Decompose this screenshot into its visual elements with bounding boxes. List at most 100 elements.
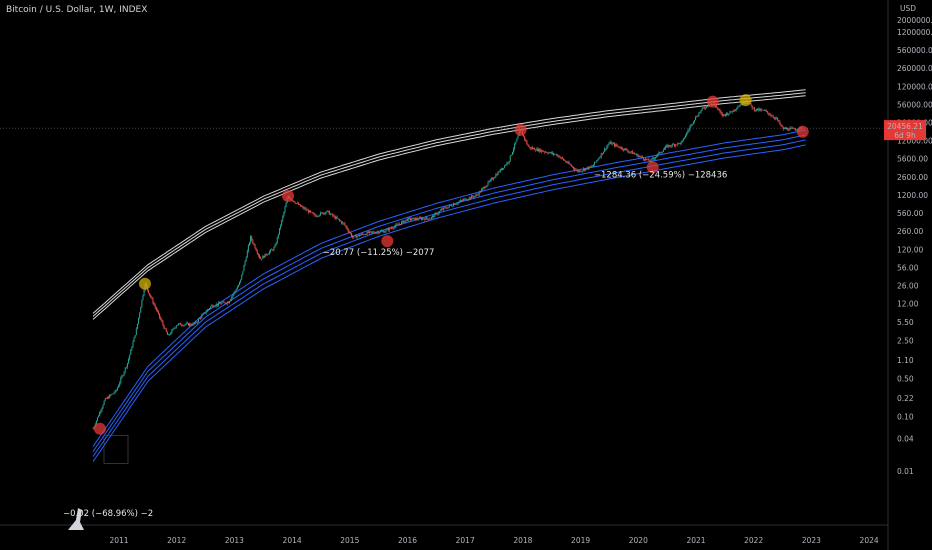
candle-body <box>317 215 319 217</box>
candle-body <box>663 148 665 150</box>
candle-body <box>548 152 550 154</box>
candle-body <box>656 155 658 157</box>
candle-body <box>301 206 303 207</box>
candle-body <box>490 178 492 180</box>
candle-body <box>475 194 477 196</box>
candle-body <box>454 204 456 205</box>
candle-body <box>171 330 173 334</box>
candle-body <box>284 207 286 213</box>
candle-body <box>101 407 103 411</box>
candle-body <box>430 217 432 219</box>
candle-body <box>673 144 675 146</box>
candle-body <box>173 328 175 329</box>
candle-body <box>278 228 280 235</box>
candle-body <box>282 215 284 221</box>
candle-body <box>737 107 739 109</box>
candle-body <box>462 200 464 201</box>
candle-body <box>304 208 306 210</box>
measure-annotation: −0.02 (−68.96%) −2 <box>63 509 153 519</box>
candle-body <box>510 154 512 156</box>
candle-body <box>434 213 436 217</box>
candle-body <box>592 164 594 167</box>
measure-box <box>103 434 129 464</box>
candle-body <box>630 151 632 152</box>
candle-body <box>377 231 379 234</box>
candle-body <box>262 255 264 259</box>
candle-body <box>148 289 150 294</box>
candle-body <box>409 218 411 220</box>
candle-body <box>392 227 394 229</box>
candle-body <box>626 149 628 151</box>
candle-body <box>121 375 123 378</box>
candle-body <box>295 203 297 204</box>
candle-body <box>473 196 475 198</box>
candle-body <box>405 219 407 221</box>
y-tick-label: 560.00 <box>897 209 923 218</box>
candle-body <box>788 129 790 131</box>
candle-body <box>207 308 209 310</box>
x-tick-label: 2023 <box>802 536 821 545</box>
candle-body <box>463 199 465 201</box>
candle-body <box>537 148 539 152</box>
candle-body <box>165 328 167 332</box>
candle-body <box>453 204 455 207</box>
x-tick-label: 2016 <box>398 536 417 545</box>
candle-body <box>358 234 360 236</box>
candle-body <box>779 121 781 125</box>
candle-body <box>495 174 497 178</box>
candle-body <box>261 258 263 260</box>
candle-body <box>251 236 253 241</box>
candle-body <box>310 210 312 212</box>
candle-body <box>659 152 661 154</box>
candle-body <box>524 136 526 140</box>
candle-body <box>119 382 121 386</box>
candle-body <box>529 147 531 149</box>
candle-body <box>129 354 131 360</box>
candle-body <box>187 323 189 326</box>
candle-body <box>342 222 344 224</box>
candle-body <box>616 144 618 146</box>
candle-body <box>368 231 370 233</box>
candle-body <box>504 165 506 168</box>
candle-body <box>764 110 766 111</box>
candle-body <box>575 169 577 171</box>
candle-body <box>308 210 310 213</box>
candle-body <box>397 224 399 225</box>
candle-body <box>159 313 161 318</box>
candle-body <box>612 143 614 145</box>
candle-body <box>239 282 241 286</box>
candle-body <box>381 231 383 232</box>
y-axis: USD 2000000.00 1200000.00 560000.00 260000.0… <box>887 0 932 550</box>
candle-body <box>735 109 737 111</box>
candle-body <box>296 203 298 204</box>
candle-body <box>554 154 556 155</box>
candle-body <box>700 109 702 113</box>
candle-body <box>466 199 468 201</box>
candle-body <box>154 304 156 308</box>
candle-body <box>465 198 467 201</box>
candle-body <box>478 191 480 196</box>
candle-body <box>621 147 623 150</box>
candle-body <box>701 107 703 110</box>
candle-body <box>372 231 374 233</box>
candle-body <box>586 167 588 169</box>
candle-body <box>226 302 228 304</box>
candle-body <box>335 217 337 219</box>
candle-body <box>197 318 199 322</box>
last-price-label: 20456.21 <box>887 122 923 131</box>
candle-body <box>332 213 334 216</box>
candle-body <box>672 144 674 145</box>
candle-body <box>740 104 742 106</box>
candle-body <box>277 234 279 238</box>
candle-body <box>143 289 145 296</box>
candle-body <box>388 227 390 231</box>
candle-body <box>331 213 333 215</box>
candle-body <box>163 325 165 329</box>
candle-body <box>272 249 274 251</box>
candle-body <box>160 317 162 320</box>
candle-body <box>194 321 196 325</box>
candle-body <box>219 302 221 304</box>
candle-body <box>723 114 725 115</box>
candle-body <box>533 148 535 149</box>
